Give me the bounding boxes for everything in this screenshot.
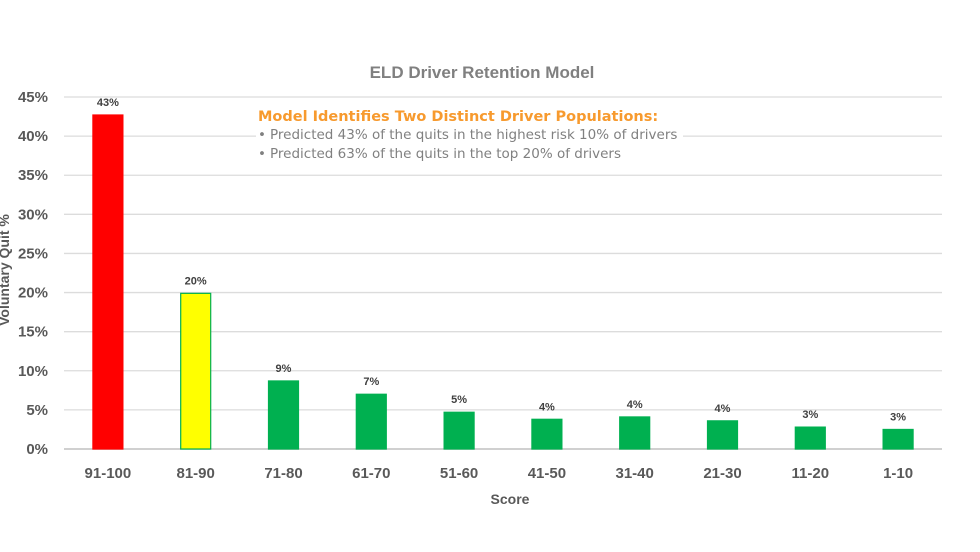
data-label: 4% bbox=[539, 401, 555, 413]
annotation-box: Model Identifies Two Distinct Driver Pop… bbox=[256, 108, 684, 164]
annotation-bullet: • Predicted 43% of the quits in the highe… bbox=[258, 126, 677, 145]
x-axis-label: Score bbox=[491, 491, 530, 507]
y-axis-label: Voluntary Quit % bbox=[0, 214, 12, 326]
x-tick-label: 31-40 bbox=[616, 465, 654, 482]
annotation-heading: Model Identifies Two Distinct Driver Pop… bbox=[258, 109, 659, 125]
x-tick-label: 91-100 bbox=[85, 465, 132, 482]
y-tick-label: 35% bbox=[18, 167, 48, 184]
annotation-bullet: • Predicted 63% of the quits in the top 2… bbox=[258, 145, 677, 164]
y-tick-label: 10% bbox=[18, 363, 48, 380]
bar-51-60 bbox=[443, 411, 475, 450]
y-tick-label: 25% bbox=[18, 245, 48, 262]
bar-11-20 bbox=[794, 426, 826, 450]
data-label: 4% bbox=[715, 403, 731, 415]
data-label: 5% bbox=[451, 394, 467, 406]
x-tick-label: 51-60 bbox=[440, 465, 478, 482]
data-label: 3% bbox=[802, 409, 818, 421]
bar-1-10 bbox=[882, 428, 914, 450]
x-tick-label: 71-80 bbox=[264, 465, 302, 482]
bars bbox=[92, 114, 914, 450]
data-labels: 43% 20% 9% 7% 5% 4% 4% 4% 3% 3% bbox=[97, 97, 906, 423]
data-label: 7% bbox=[363, 376, 379, 388]
bar-71-80 bbox=[267, 380, 300, 450]
data-label: 20% bbox=[185, 275, 207, 287]
bullet-icon: • bbox=[258, 127, 266, 143]
bar-81-90 bbox=[180, 292, 212, 450]
data-label: 4% bbox=[627, 399, 643, 411]
data-label: 43% bbox=[97, 97, 119, 109]
bullet-icon: • bbox=[258, 146, 266, 162]
x-tick-label: 81-90 bbox=[177, 465, 215, 482]
y-axis-ticks: 0% 5% 10% 15% 20% 25% 30% 35% 40% 45% bbox=[18, 89, 48, 458]
y-tick-label: 30% bbox=[18, 206, 48, 223]
x-tick-label: 21-30 bbox=[703, 465, 741, 482]
y-tick-label: 45% bbox=[18, 89, 48, 106]
x-tick-label: 11-20 bbox=[792, 465, 830, 482]
annotation-bullet-text: Predicted 63% of the quits in the top 20… bbox=[270, 146, 622, 162]
y-tick-label: 15% bbox=[18, 324, 48, 341]
y-tick-label: 5% bbox=[26, 402, 48, 419]
y-tick-label: 0% bbox=[26, 441, 48, 458]
annotation-bullet-text: Predicted 43% of the quits in the highes… bbox=[270, 127, 678, 143]
y-tick-label: 40% bbox=[18, 128, 48, 145]
x-tick-label: 61-70 bbox=[352, 465, 390, 482]
bar-21-30 bbox=[706, 420, 739, 450]
data-label: 3% bbox=[890, 411, 906, 423]
bar-31-40 bbox=[619, 416, 651, 450]
bar-91-100 bbox=[92, 114, 124, 450]
x-tick-label: 1-10 bbox=[883, 465, 913, 482]
y-tick-label: 20% bbox=[18, 285, 48, 302]
chart-title: ELD Driver Retention Model bbox=[370, 63, 595, 82]
bar-61-70 bbox=[355, 393, 387, 450]
x-tick-label: 41-50 bbox=[528, 465, 566, 482]
x-axis-ticks: 91-100 81-90 71-80 61-70 51-60 41-50 31-40 21-3… bbox=[85, 465, 914, 482]
bar-41-50 bbox=[531, 418, 563, 450]
data-label: 9% bbox=[276, 363, 292, 375]
